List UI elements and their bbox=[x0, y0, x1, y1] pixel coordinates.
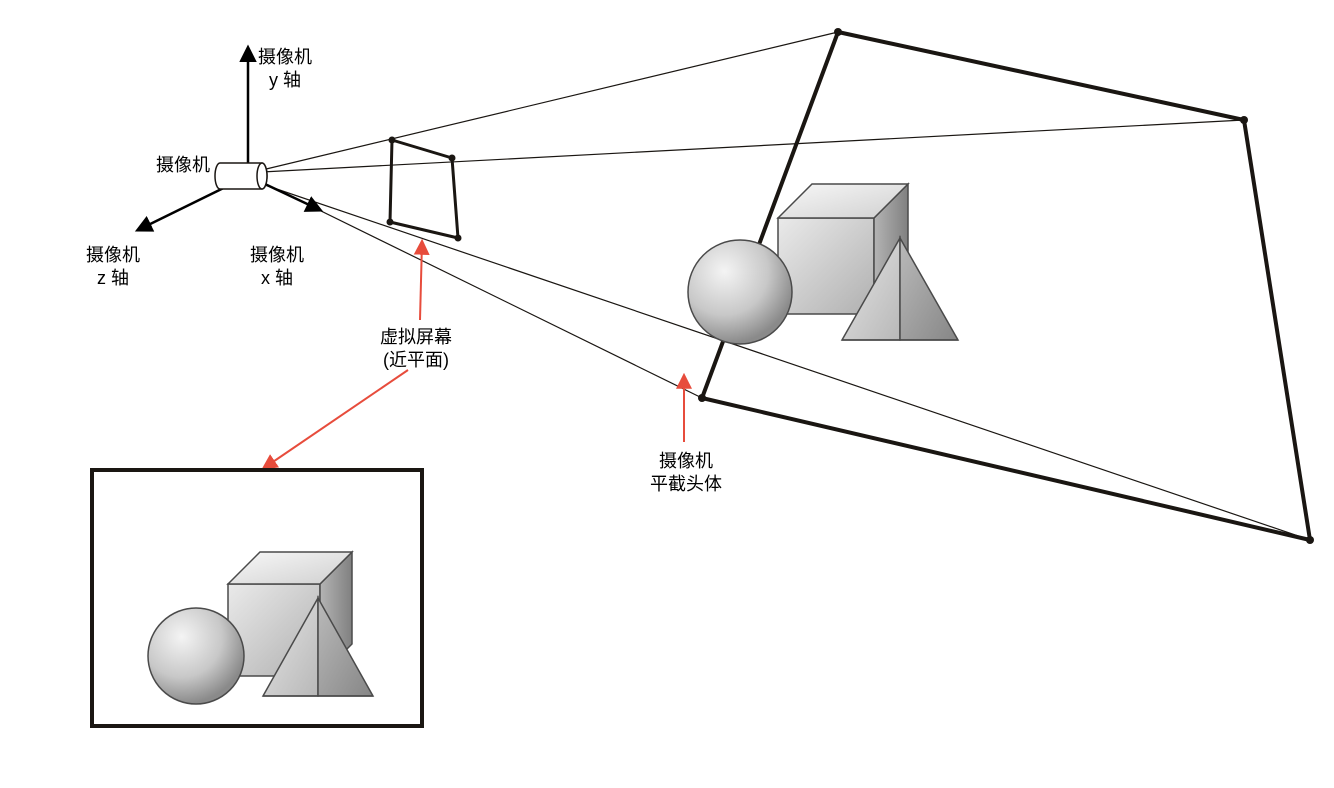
label-y-axis: 摄像机y 轴 bbox=[258, 46, 312, 93]
scene-large bbox=[688, 184, 958, 344]
near-plane bbox=[390, 140, 458, 238]
near-plane-vertices bbox=[387, 137, 462, 242]
label-virtual-screen: 虚拟屏幕(近平面) bbox=[380, 326, 452, 373]
label-z-axis: 摄像机z 轴 bbox=[86, 244, 140, 291]
label-x-axis: 摄像机x 轴 bbox=[250, 244, 304, 291]
annotation-arrows bbox=[264, 242, 684, 468]
label-frustum: 摄像机平截头体 bbox=[650, 450, 722, 497]
camera-icon bbox=[215, 163, 267, 189]
label-camera: 摄像机 bbox=[156, 154, 210, 177]
